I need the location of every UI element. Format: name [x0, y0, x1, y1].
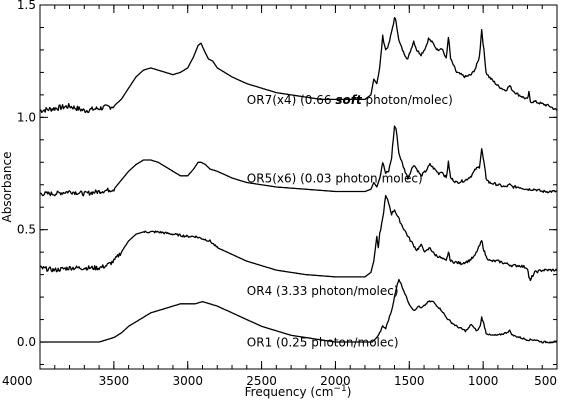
x-tick-label: 3000: [172, 374, 203, 388]
y-tick-label: 0.5: [17, 223, 36, 237]
y-tick-label: 1.0: [17, 110, 36, 124]
x-tick-label: 3500: [99, 374, 130, 388]
x-tick-label: 1000: [468, 374, 499, 388]
spectrum-line-3: [40, 278, 558, 344]
x-tick-label: 500: [534, 374, 557, 388]
x-tick-label: 2000: [320, 374, 351, 388]
spectra: [39, 17, 558, 344]
spectrum-line-1: [39, 125, 558, 197]
plot-frame: [39, 4, 558, 370]
spectrum-label-3: OR1 (0.25 photon/molec): [247, 336, 399, 350]
x-tick-label: 1500: [394, 374, 425, 388]
spectrum-label-0: OR7(x4) (0.66 soft photon/molec): [247, 93, 453, 107]
y-axis-label: Absorbance: [0, 152, 14, 223]
spectrum-line-2: [39, 194, 558, 282]
tick-labels: 4000 3500 3000 2500 2000 1500 1000 500 0.0 0.5 1.0…: [2, 0, 557, 388]
spectrum-line-0: [39, 17, 558, 114]
spectrum-label-1: OR5(x6) (0.03 photon/molec): [247, 172, 423, 186]
y-tick-label: 1.5: [17, 0, 36, 12]
spectrum-labels: OR7(x4) (0.66 soft photon/molec) OR5(x6) …: [247, 93, 453, 350]
x-axis-label: Frequency (cm−1): [245, 384, 352, 399]
spectrum-label-2: OR4 (3.33 photon/molec): [247, 284, 399, 298]
tick-marks: [39, 4, 558, 369]
y-tick-label: 0.0: [17, 335, 36, 349]
x-tick-label: 2500: [246, 374, 277, 388]
x-tick-label: 4000: [2, 374, 33, 388]
